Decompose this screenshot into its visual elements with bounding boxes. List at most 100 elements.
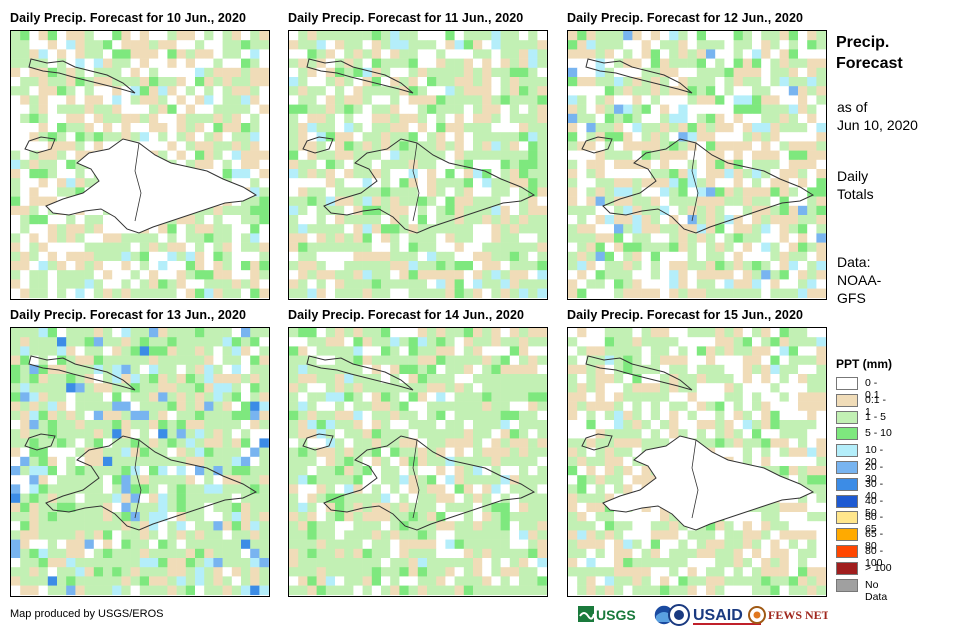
precip-cell [112, 502, 122, 513]
precip-cell [344, 86, 354, 96]
precip-cell [528, 169, 538, 179]
precip-cell [436, 364, 446, 375]
precip-cell [788, 159, 799, 170]
precip-map [288, 327, 548, 597]
precip-cell [733, 150, 744, 161]
precip-cell [259, 539, 269, 550]
precip-cell [761, 215, 771, 225]
precip-cell [779, 364, 790, 375]
precip-cell [528, 279, 538, 289]
precip-cell [798, 270, 808, 280]
precip-cell [724, 447, 734, 458]
precip-cell [408, 159, 419, 170]
precip-cell [752, 113, 762, 124]
precip-cell [660, 548, 670, 559]
precip-cell [660, 438, 670, 448]
precip-cell [139, 502, 150, 513]
precip-cell [307, 567, 317, 577]
precip-cell [623, 558, 633, 568]
precip-cell [250, 40, 260, 50]
precip-cell [84, 346, 95, 356]
precip-cell [259, 493, 269, 504]
precip-cell [577, 233, 587, 243]
precip-cell [715, 141, 725, 151]
precip-cell [353, 530, 363, 540]
precip-cell [632, 288, 642, 299]
precip-cell [445, 251, 455, 262]
precip-cell [11, 196, 21, 207]
precip-cell [195, 567, 205, 577]
precip-cell [149, 49, 159, 59]
precip-cell [11, 558, 21, 568]
precip-cell [139, 251, 150, 262]
precip-cell [149, 58, 159, 69]
precip-cell [259, 187, 269, 197]
precip-cell [381, 95, 391, 105]
precip-cell [167, 364, 177, 375]
haiti-dr-border [134, 142, 142, 222]
precip-cell [213, 49, 223, 59]
precip-cell [316, 49, 327, 59]
precip-cell [158, 123, 168, 133]
precip-cell [678, 132, 688, 142]
precip-cell [362, 49, 373, 59]
precip-cell [436, 224, 446, 234]
precip-cell [641, 548, 652, 559]
precip-cell [47, 502, 58, 513]
precip-cell [408, 401, 419, 412]
precip-cell [66, 567, 76, 577]
precip-cell [204, 215, 214, 225]
precip-cell [632, 132, 642, 142]
as-of-label: as of [837, 99, 868, 115]
precip-cell [353, 123, 363, 133]
precip-cell [213, 456, 223, 467]
precip-cell [344, 475, 354, 485]
precip-cell [509, 67, 520, 78]
precip-cell [500, 466, 511, 476]
precip-cell [93, 77, 104, 87]
precip-cell [463, 484, 474, 494]
precip-cell [298, 420, 308, 430]
precip-cell [687, 123, 698, 133]
precip-cell [500, 95, 511, 105]
precip-cell [537, 113, 547, 124]
precip-cell [482, 502, 492, 513]
precip-cell [130, 420, 141, 430]
precip-cell [687, 132, 698, 142]
precip-cell [706, 401, 716, 412]
precip-cell [75, 512, 85, 522]
precip-cell [568, 288, 578, 299]
precip-cell [408, 539, 419, 550]
precip-cell [445, 401, 455, 412]
precip-cell [20, 279, 30, 289]
precip-cell [289, 288, 299, 299]
precip-cell [307, 123, 317, 133]
precip-cell [595, 502, 606, 513]
precip-cell [57, 270, 67, 280]
precip-cell [577, 475, 587, 485]
precip-cell [491, 270, 501, 280]
precip-cell [121, 374, 131, 384]
precip-cell [577, 502, 587, 513]
precip-cell [417, 447, 428, 458]
precip-cell [185, 466, 196, 476]
precip-cell [482, 261, 492, 271]
precip-cell [204, 420, 214, 430]
precip-cell [103, 567, 113, 577]
precip-cell [204, 251, 214, 262]
precip-cell [724, 328, 734, 338]
precip-cell [678, 113, 688, 124]
precip-cell [38, 539, 49, 550]
precip-cell [325, 502, 336, 513]
precip-cell [29, 77, 39, 87]
precip-cell [454, 447, 465, 458]
precip-cell [816, 585, 826, 596]
precip-cell [436, 585, 446, 596]
precip-cell [436, 466, 446, 476]
precip-cell [307, 484, 317, 494]
precip-cell [298, 95, 308, 105]
precip-cell [816, 77, 826, 87]
precip-cell [454, 420, 465, 430]
precip-cell [491, 374, 501, 384]
precip-cell [204, 205, 214, 216]
